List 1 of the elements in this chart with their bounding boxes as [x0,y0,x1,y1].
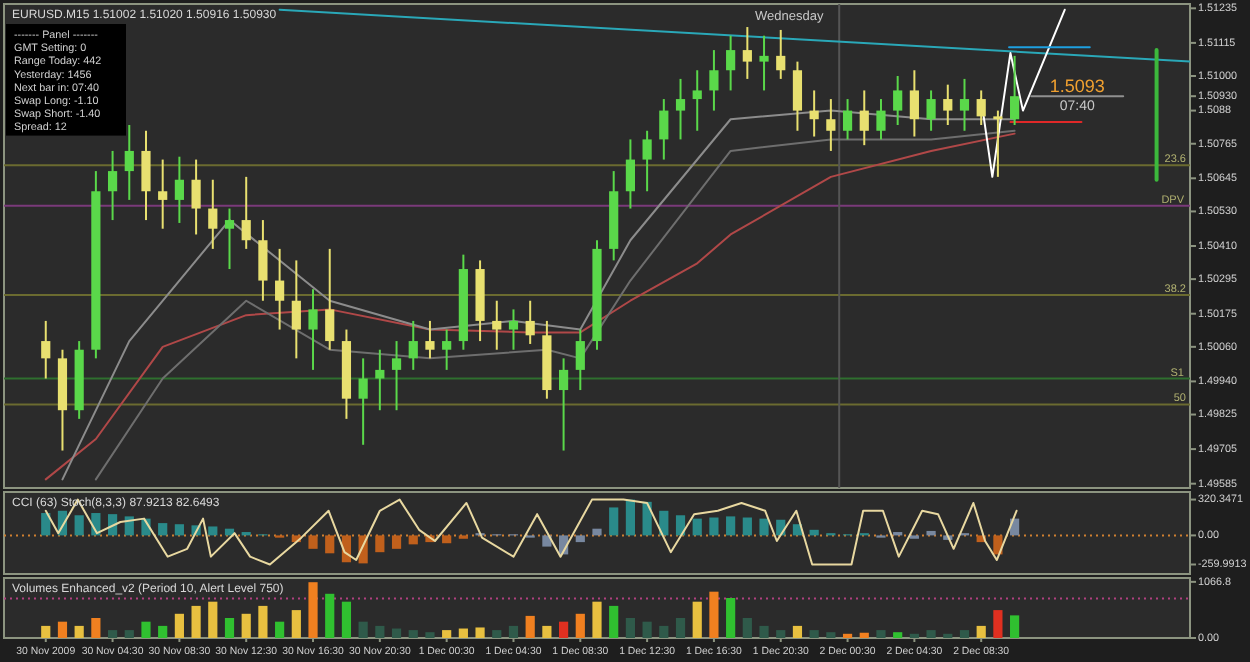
annotation: 1.5093 [1049,76,1105,97]
